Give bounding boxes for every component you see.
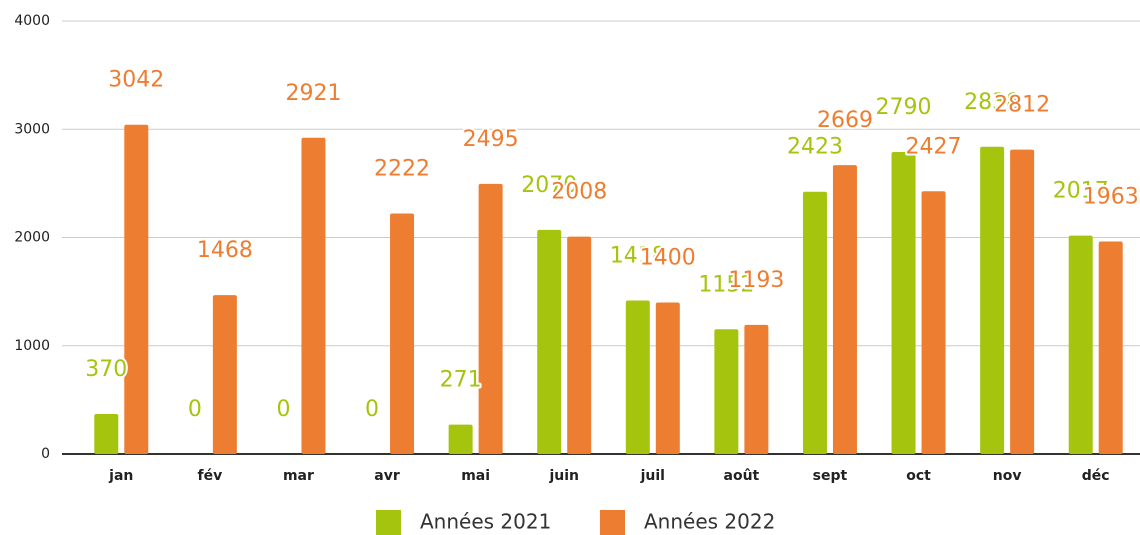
bar — [478, 183, 503, 454]
x-tick-label: oct — [906, 468, 931, 484]
data-label: 370 — [85, 357, 127, 382]
data-label: 271 — [440, 368, 482, 393]
bar — [448, 424, 473, 454]
data-label: 2812 — [994, 93, 1050, 118]
legend-label: Années 2021 — [420, 510, 551, 534]
data-label: 2495 — [463, 127, 519, 152]
data-label: 1193 — [728, 268, 784, 293]
bar — [744, 324, 769, 454]
x-tick-label: fév — [198, 468, 223, 484]
bar — [832, 165, 857, 454]
data-label: 0 — [365, 397, 379, 422]
data-label: 1152 — [698, 272, 754, 297]
bar — [625, 300, 650, 454]
data-label: 1418 — [610, 244, 666, 269]
data-label: 1963 — [1083, 185, 1139, 210]
bar — [980, 146, 1005, 454]
bar — [802, 191, 827, 454]
x-tick-label: mar — [283, 468, 314, 484]
x-tick-label: mai — [461, 468, 490, 484]
y-tick-label: 3000 — [14, 121, 50, 137]
data-label: 2669 — [817, 108, 873, 133]
data-label: 2921 — [285, 81, 341, 106]
data-label: 0 — [276, 397, 290, 422]
bar — [921, 191, 946, 454]
x-tick-label: avr — [374, 468, 400, 484]
bar — [390, 213, 415, 454]
x-tick-label: juin — [548, 468, 579, 484]
x-tick-label: nov — [993, 468, 1022, 484]
x-tick-label: déc — [1082, 468, 1110, 484]
bar — [212, 295, 237, 454]
x-tick-label: sept — [813, 468, 848, 484]
y-tick-label: 1000 — [14, 338, 50, 354]
bar — [1068, 235, 1093, 454]
legend-swatch — [600, 510, 625, 535]
data-label: 0 — [188, 397, 202, 422]
data-label: 2222 — [374, 156, 430, 181]
bar — [537, 229, 562, 454]
legend-label: Années 2022 — [644, 510, 775, 534]
bar — [891, 151, 916, 455]
data-label: 1468 — [197, 238, 253, 263]
bar — [124, 124, 149, 455]
x-tick-label: août — [724, 468, 760, 484]
bar — [714, 329, 739, 454]
bar — [301, 137, 326, 454]
legend-swatch — [376, 510, 401, 535]
y-tick-label: 2000 — [14, 230, 50, 246]
y-tick-label: 4000 — [14, 13, 50, 29]
bar — [94, 413, 119, 454]
data-label: 1400 — [640, 245, 696, 270]
data-label: 2838 — [964, 90, 1020, 115]
data-label: 2008 — [551, 180, 607, 205]
data-label: 2423 — [787, 135, 843, 160]
data-label: 2017 — [1053, 179, 1109, 204]
bar — [567, 236, 592, 454]
bar — [1010, 149, 1035, 454]
data-label: 2427 — [906, 134, 962, 159]
x-tick-label: juil — [640, 468, 665, 484]
bar — [655, 302, 680, 454]
y-tick-label: 0 — [41, 446, 50, 462]
data-label: 2070 — [521, 173, 577, 198]
bar — [1098, 241, 1123, 454]
data-label: 2790 — [876, 95, 932, 120]
x-tick-label: jan — [108, 468, 133, 484]
data-label: 3042 — [108, 68, 164, 93]
